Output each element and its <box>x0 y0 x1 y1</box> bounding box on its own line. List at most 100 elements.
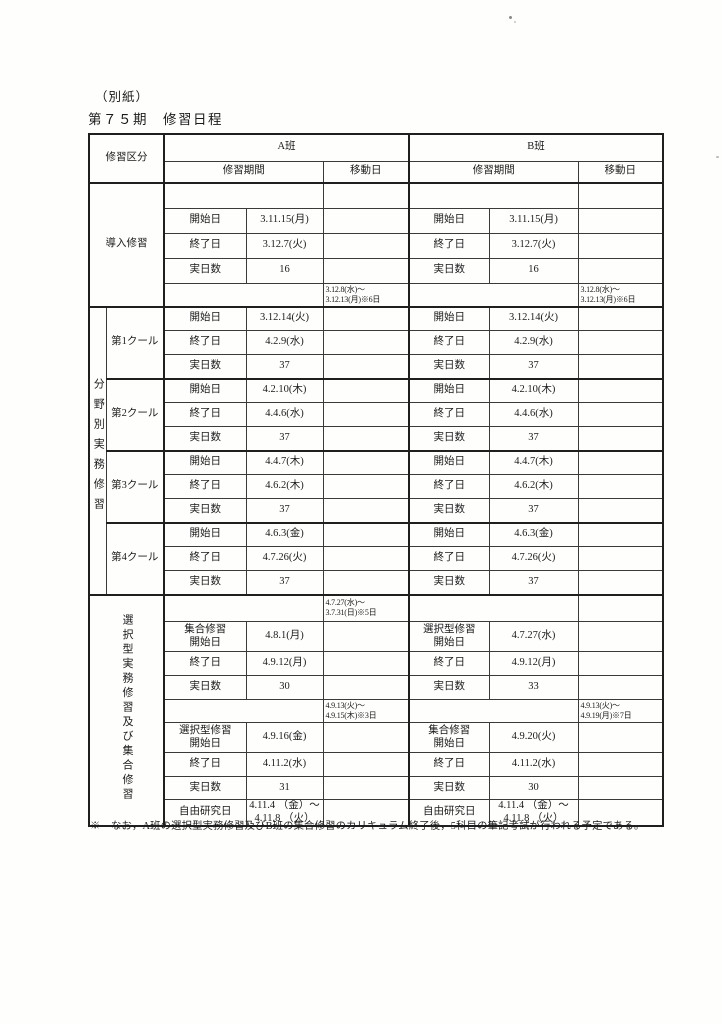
intro-start-label-a: 開始日 <box>163 207 247 234</box>
empty-cell <box>577 474 664 499</box>
intro-move-value-a: 3.12.8(水)～ 3.12.13(月)※6日 <box>322 282 410 307</box>
cour4-end-label-a: 終了日 <box>163 546 247 571</box>
cour3-end-value-b: 4.6.2(木) <box>488 474 579 499</box>
elective-move1-spacer-a <box>163 593 324 622</box>
empty-cell <box>322 449 410 475</box>
empty-cell <box>322 232 410 259</box>
cour4-start-value-b: 4.6.3(金) <box>488 521 579 547</box>
elective-phase2-days-label-a: 実日数 <box>163 776 247 800</box>
cour1-days-label-a: 実日数 <box>163 354 247 379</box>
empty-cell <box>322 498 410 523</box>
empty-cell <box>322 426 410 451</box>
cour4-start-value-a: 4.6.3(金) <box>245 521 324 547</box>
elective-phase1-days-label-b: 実日数 <box>408 675 490 700</box>
cour2-label: 第2クール <box>105 377 165 451</box>
intro-spacer-move-b <box>577 182 664 209</box>
empty-cell <box>577 498 664 523</box>
elective-phase2-start-label-a: 選択型修習 開始日 <box>163 722 247 753</box>
intro-end-value-b: 3.12.7(火) <box>488 232 579 259</box>
cour2-days-label-a: 実日数 <box>163 426 247 451</box>
cour1-end-label-b: 終了日 <box>408 330 490 355</box>
elective-phase1-start-value-a: 4.8.1(月) <box>245 621 324 652</box>
elective-phase2-days-value-b: 30 <box>488 776 579 800</box>
empty-cell <box>577 570 664 595</box>
elective-phase2-end-label-b: 終了日 <box>408 752 490 777</box>
intro-end-label-a: 終了日 <box>163 232 247 259</box>
empty-cell <box>577 449 664 475</box>
intro-move-empty-b <box>577 207 664 234</box>
empty-cell <box>577 651 664 676</box>
empty-cell <box>577 776 664 800</box>
cour3-end-label-a: 終了日 <box>163 474 247 499</box>
empty-cell <box>322 377 410 403</box>
empty-cell <box>322 354 410 379</box>
intro-section-label: 導入修習 <box>88 182 165 307</box>
header-move-a: 移動日 <box>322 160 410 184</box>
cour2-start-value-b: 4.2.10(木) <box>488 377 579 403</box>
cour3-days-value-a: 37 <box>245 498 324 523</box>
cour2-start-value-a: 4.2.10(木) <box>245 377 324 403</box>
intro-move-spacer-a <box>163 282 324 307</box>
elective-phase1-days-value-a: 30 <box>245 675 324 700</box>
cour1-end-value-a: 4.2.9(水) <box>245 330 324 355</box>
cour2-end-label-a: 終了日 <box>163 402 247 427</box>
intro-end-value-a: 3.12.7(火) <box>245 232 324 259</box>
cour2-end-label-b: 終了日 <box>408 402 490 427</box>
elective-move2-spacer-b <box>408 699 579 723</box>
empty-cell <box>577 521 664 547</box>
cour1-label: 第1クール <box>105 305 165 379</box>
elective-move2-spacer-a <box>163 699 324 723</box>
header-group-b: B班 <box>408 133 664 162</box>
intro-days-label-b: 実日数 <box>408 257 490 284</box>
empty-cell <box>322 675 410 700</box>
empty-cell <box>577 546 664 571</box>
elective-phase1-days-label-a: 実日数 <box>163 675 247 700</box>
cour2-days-value-b: 37 <box>488 426 579 451</box>
cour3-start-value-b: 4.4.7(木) <box>488 449 579 475</box>
empty-cell <box>322 570 410 595</box>
empty-cell <box>577 675 664 700</box>
empty-cell <box>322 722 410 753</box>
cour4-days-value-b: 37 <box>488 570 579 595</box>
cour1-start-label-a: 開始日 <box>163 305 247 331</box>
empty-cell <box>577 752 664 777</box>
empty-cell <box>577 232 664 259</box>
elective-phase1-start-value-b: 4.7.27(水) <box>488 621 579 652</box>
cour1-end-label-a: 終了日 <box>163 330 247 355</box>
cour3-end-label-b: 終了日 <box>408 474 490 499</box>
cour3-start-label-b: 開始日 <box>408 449 490 475</box>
empty-cell <box>322 546 410 571</box>
header-category: 修習区分 <box>88 133 165 184</box>
intro-start-value-a: 3.11.15(月) <box>245 207 324 234</box>
empty-cell <box>577 330 664 355</box>
cour3-start-label-a: 開始日 <box>163 449 247 475</box>
elective-phase2-days-value-a: 31 <box>245 776 324 800</box>
empty-cell <box>577 377 664 403</box>
empty-cell <box>577 722 664 753</box>
cour3-end-value-a: 4.6.2(木) <box>245 474 324 499</box>
footnote: ※ なお，A班の選択型実務修習及びB班の集合修習のカリキュラム終了後，5科目の筆… <box>90 821 645 832</box>
empty-cell <box>577 799 664 827</box>
free-research-label-a: 自由研究日 <box>163 799 247 827</box>
elective-phase2-start-value-a: 4.9.16(金) <box>245 722 324 753</box>
header-move-b: 移動日 <box>577 160 664 184</box>
intro-spacer-b <box>408 182 579 209</box>
header-group-a: A班 <box>162 133 410 162</box>
empty-cell <box>322 776 410 800</box>
cour2-days-value-a: 37 <box>245 426 324 451</box>
elective-phase2-days-label-b: 実日数 <box>408 776 490 800</box>
schedule-table: 修習区分 A班 B班 修習期間 移動日 修習期間 移動日 導入修習 開始日 3.… <box>88 133 665 828</box>
cour1-end-value-b: 4.2.9(水) <box>488 330 579 355</box>
intro-spacer-a <box>163 182 324 209</box>
header-period-b: 修習期間 <box>408 160 579 184</box>
cour3-days-label-a: 実日数 <box>163 498 247 523</box>
intro-start-label-b: 開始日 <box>408 207 490 234</box>
empty-cell <box>322 305 410 331</box>
cour3-start-value-a: 4.4.7(木) <box>245 449 324 475</box>
cour4-days-value-a: 37 <box>245 570 324 595</box>
cour1-days-label-b: 実日数 <box>408 354 490 379</box>
cour2-end-value-b: 4.4.6(水) <box>488 402 579 427</box>
empty-cell <box>577 426 664 451</box>
cour4-end-value-b: 4.7.26(火) <box>488 546 579 571</box>
